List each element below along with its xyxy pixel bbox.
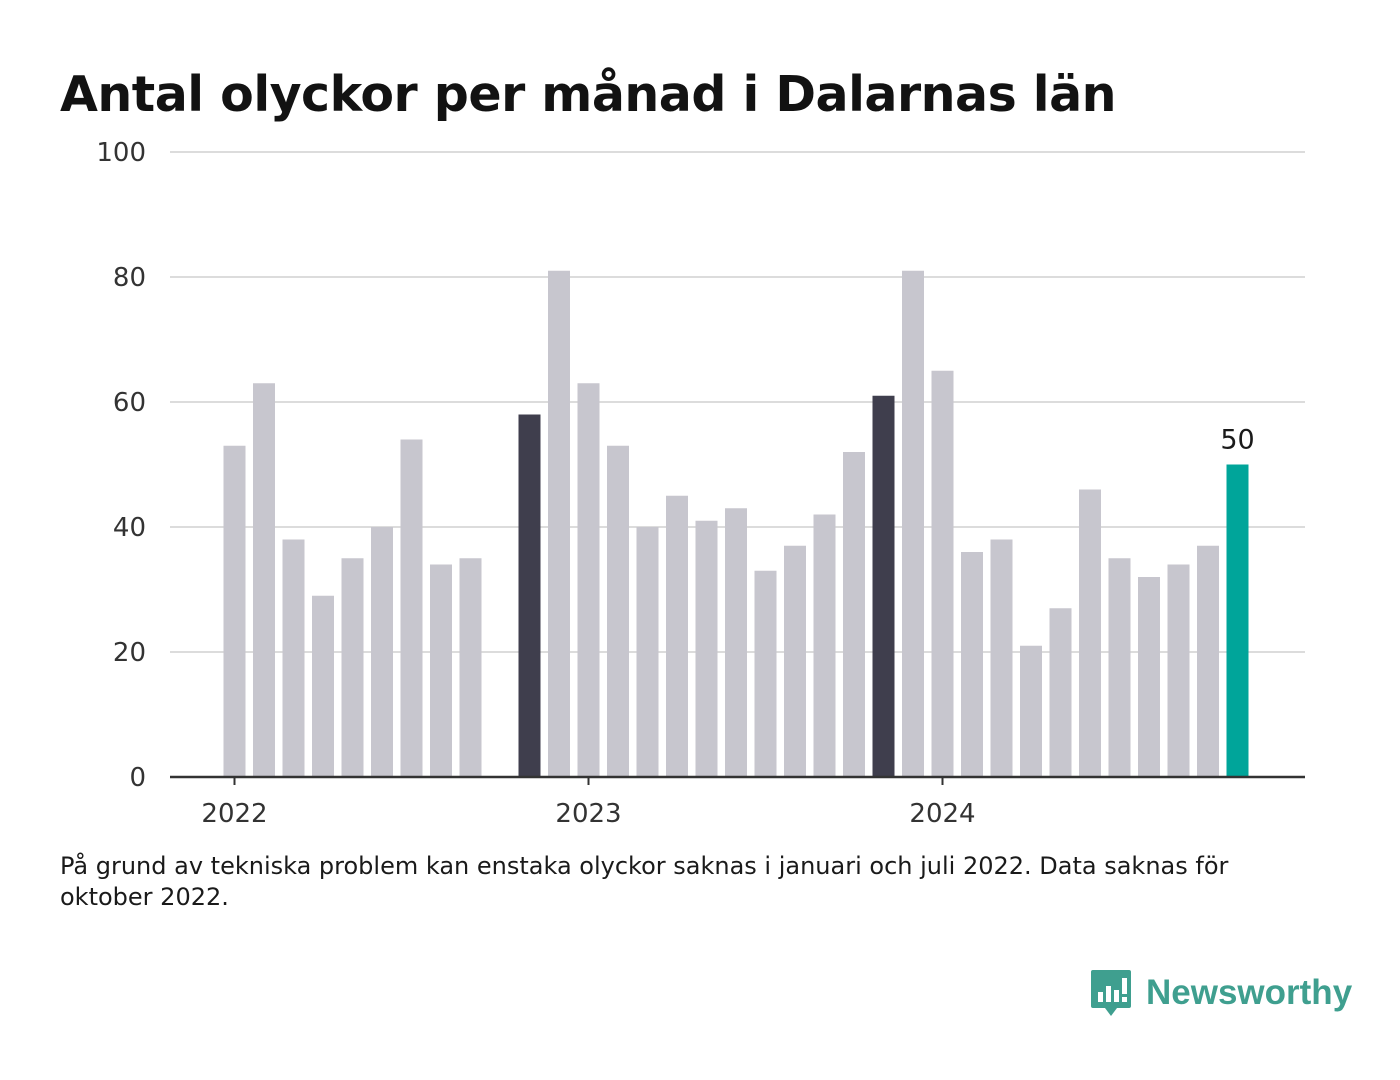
bar-2023-08 (784, 545, 806, 777)
bar-2024-04 (1020, 645, 1042, 777)
brand-name: Newsworthy (1146, 973, 1353, 1012)
bar-2022-05 (341, 558, 364, 777)
bar-2022-01 (223, 445, 246, 777)
bar-2024-07 (1108, 558, 1131, 777)
bar-2024-06 (1079, 489, 1101, 777)
bar-2022-11 (518, 414, 541, 777)
bars (223, 270, 1249, 777)
bar-2023-11 (872, 395, 895, 777)
y-tick-label: 60 (113, 388, 146, 418)
y-tick-label: 0 (129, 763, 146, 793)
y-tick-label: 100 (96, 138, 146, 168)
y-tick-label: 40 (113, 513, 146, 543)
y-tick-label: 20 (113, 638, 146, 668)
y-tick-label: 80 (113, 263, 146, 293)
bar-2024-05 (1049, 608, 1072, 777)
bar-2023-02 (607, 445, 629, 777)
bar-2022-08 (430, 564, 452, 777)
footnote: På grund av tekniska problem kan enstaka… (60, 852, 1229, 911)
bar-2022-03 (282, 539, 305, 777)
bar-2023-09 (813, 514, 836, 777)
bar-2023-03 (636, 527, 659, 777)
bar-2023-04 (666, 495, 688, 777)
bar-chart: 0 20 40 60 80 100 2022 2023 2024 50 (96, 138, 1305, 829)
bar-2023-05 (695, 520, 718, 777)
x-tick-label: 2024 (909, 799, 975, 829)
bar-2022-07 (400, 439, 423, 777)
bar-2024-03 (990, 539, 1013, 777)
bar-2022-09 (459, 558, 482, 777)
bar-2023-06 (725, 508, 747, 777)
brand-logo[interactable]: Newsworthy (1090, 968, 1352, 1018)
x-tick-label: 2022 (201, 799, 267, 829)
newsworthy-logo-icon (1091, 970, 1131, 1016)
bar-2024-02 (961, 552, 983, 777)
axes: 0 20 40 60 80 100 2022 2023 2024 (96, 138, 1305, 829)
chart-title: Antal olyckor per månad i Dalarnas län (60, 66, 1117, 123)
bar-2024-08 (1138, 577, 1160, 777)
bar-2023-01 (577, 383, 600, 777)
data-label-latest: 50 (1220, 425, 1254, 456)
bar-2023-07 (754, 570, 777, 777)
x-tick-label: 2023 (555, 799, 621, 829)
bar-2022-06 (371, 527, 393, 777)
bar-2022-02 (253, 383, 275, 777)
bar-2024-10 (1197, 545, 1219, 777)
bar-2022-12 (548, 270, 570, 777)
bar-2023-12 (902, 270, 924, 777)
bar-2022-04 (312, 595, 334, 777)
data-labels: 50 (1220, 425, 1254, 456)
bar-2024-01 (931, 370, 954, 777)
bar-2023-10 (843, 452, 865, 777)
bar-2024-11 (1226, 464, 1249, 777)
bar-2024-09 (1167, 564, 1190, 777)
